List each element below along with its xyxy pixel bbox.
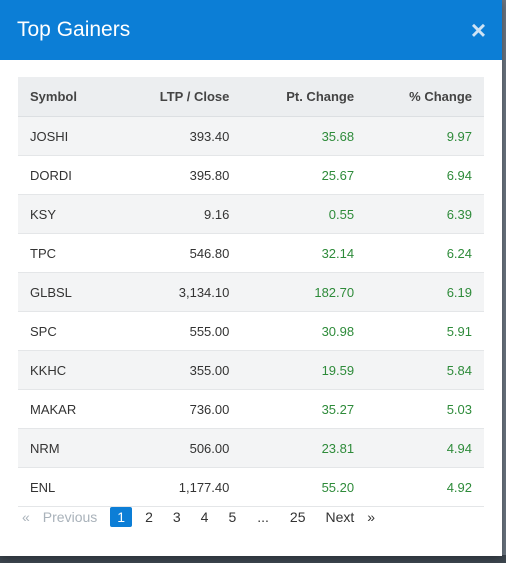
cell-pct-change: 4.94	[366, 428, 484, 468]
top-gainers-modal: Top Gainers × Symbol LTP / Close Pt. Cha…	[0, 0, 502, 556]
cell-pt-change: 0.55	[241, 194, 367, 234]
close-icon[interactable]: ×	[470, 15, 486, 45]
cell-symbol: JOSHI	[18, 116, 115, 156]
cell-ltp-close: 395.80	[114, 155, 242, 195]
cell-ltp-close: 393.40	[114, 116, 242, 156]
cell-pct-change: 9.97	[366, 116, 484, 156]
column-header-pct-change[interactable]: % Change	[366, 77, 484, 117]
cell-ltp-close: 1,177.40	[114, 467, 242, 507]
table-row[interactable]: SPC 555.00 30.98 5.91	[18, 311, 484, 351]
table-row[interactable]: KKHC 355.00 19.59 5.84	[18, 350, 484, 390]
cell-pct-change: 5.84	[366, 350, 484, 390]
page-button-4[interactable]: 4	[200, 509, 209, 525]
page-button-3[interactable]: 3	[172, 509, 181, 525]
cell-ltp-close: 555.00	[114, 311, 242, 351]
cell-pct-change: 4.92	[366, 467, 484, 507]
page-button-last[interactable]: 25	[289, 509, 306, 525]
page-button-2[interactable]: 2	[145, 509, 153, 525]
cell-symbol: SPC	[18, 311, 115, 351]
cell-pt-change: 19.59	[241, 350, 367, 390]
cell-ltp-close: 3,134.10	[114, 272, 242, 312]
cell-ltp-close: 355.00	[114, 350, 242, 390]
next-button[interactable]: Next	[325, 509, 355, 525]
table-row[interactable]: GLBSL 3,134.10 182.70 6.19	[18, 272, 484, 312]
cell-pct-change: 5.03	[366, 389, 484, 429]
modal-title: Top Gainers	[17, 18, 131, 41]
cell-symbol: GLBSL	[18, 272, 115, 312]
cell-pt-change: 55.20	[241, 467, 367, 507]
page-button-1[interactable]: 1	[110, 507, 133, 527]
cell-symbol: TPC	[18, 233, 115, 273]
table-row[interactable]: NRM 506.00 23.81 4.94	[18, 428, 484, 468]
cell-pct-change: 6.24	[366, 233, 484, 273]
column-header-symbol[interactable]: Symbol	[18, 77, 115, 117]
cell-pt-change: 25.67	[241, 155, 367, 195]
table-row[interactable]: DORDI 395.80 25.67 6.94	[18, 155, 484, 195]
cell-symbol: KSY	[18, 194, 115, 234]
cell-pt-change: 35.27	[241, 389, 367, 429]
table-row[interactable]: JOSHI 393.40 35.68 9.97	[18, 116, 484, 156]
next-arrow-icon: »	[367, 509, 376, 525]
prev-arrow-icon: «	[22, 509, 30, 525]
cell-pct-change: 5.91	[366, 311, 484, 351]
gainers-table: Symbol LTP / Close Pt. Change % Change J…	[18, 77, 484, 507]
previous-button[interactable]: Previous	[42, 509, 98, 525]
cell-pct-change: 6.19	[366, 272, 484, 312]
page-button-5[interactable]: 5	[228, 509, 237, 525]
table-row[interactable]: MAKAR 736.00 35.27 5.03	[18, 389, 484, 429]
cell-pt-change: 32.14	[241, 233, 367, 273]
background-strip	[0, 555, 506, 563]
cell-ltp-close: 736.00	[114, 389, 242, 429]
cell-pct-change: 6.94	[366, 155, 484, 195]
cell-symbol: MAKAR	[18, 389, 115, 429]
cell-pt-change: 35.68	[241, 116, 367, 156]
column-header-ltp-close[interactable]: LTP / Close	[114, 77, 242, 117]
table-row[interactable]: KSY 9.16 0.55 6.39	[18, 194, 484, 234]
cell-symbol: DORDI	[18, 155, 115, 195]
background-edge	[502, 0, 506, 563]
pagination-ellipsis: ...	[257, 509, 269, 525]
gainers-table-wrap: Symbol LTP / Close Pt. Change % Change J…	[18, 77, 484, 507]
cell-ltp-close: 506.00	[114, 428, 242, 468]
pagination: « Previous 1 2 3 4 5 ... 25 Next »	[22, 506, 381, 528]
cell-symbol: ENL	[18, 467, 115, 507]
table-row[interactable]: TPC 546.80 32.14 6.24	[18, 233, 484, 273]
cell-ltp-close: 9.16	[114, 194, 242, 234]
cell-symbol: KKHC	[18, 350, 115, 390]
cell-pt-change: 182.70	[241, 272, 367, 312]
cell-ltp-close: 546.80	[114, 233, 242, 273]
cell-pt-change: 23.81	[241, 428, 367, 468]
modal-header: Top Gainers ×	[0, 0, 502, 60]
cell-symbol: NRM	[18, 428, 115, 468]
table-row[interactable]: ENL 1,177.40 55.20 4.92	[18, 467, 484, 507]
cell-pct-change: 6.39	[366, 194, 484, 234]
table-header-row: Symbol LTP / Close Pt. Change % Change	[18, 77, 484, 117]
column-header-pt-change[interactable]: Pt. Change	[241, 77, 367, 117]
cell-pt-change: 30.98	[241, 311, 367, 351]
